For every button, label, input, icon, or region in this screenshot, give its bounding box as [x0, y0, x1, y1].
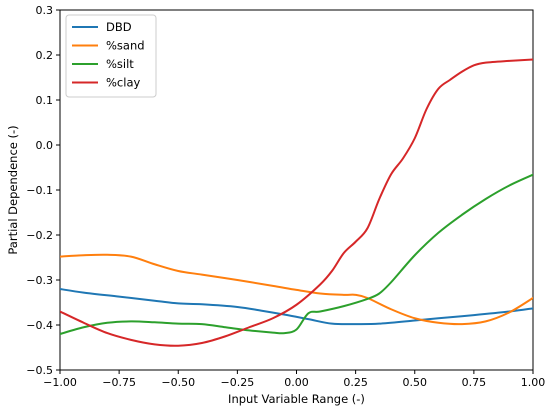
x-tick-label: −1.00 [43, 376, 77, 389]
y-tick-label: −0.3 [26, 274, 53, 287]
y-tick-label: 0.3 [36, 4, 54, 17]
x-tick-label: −0.50 [161, 376, 195, 389]
legend-label-silt: %silt [106, 57, 134, 71]
y-tick-label: −0.1 [26, 184, 53, 197]
y-tick-label: 0.1 [36, 94, 54, 107]
series-line-clay [60, 58, 533, 347]
series-line-silt [60, 173, 533, 335]
x-tick-label: −0.75 [102, 376, 136, 389]
x-tick-label: 0.75 [462, 376, 487, 389]
x-tick-label: −0.25 [221, 376, 255, 389]
y-tick-label: −0.4 [26, 319, 53, 332]
y-tick-label: 0.2 [36, 49, 54, 62]
series-line-sand [60, 253, 533, 326]
legend-box [65, 14, 157, 98]
y-axis-ticks: −0.5 −0.4 −0.3 −0.2 −0.1 0.0 0.1 0.2 0.3 [26, 4, 60, 377]
x-tick-label: 1.00 [521, 376, 546, 389]
series-lines [60, 58, 533, 347]
x-tick-label: 0.25 [343, 376, 368, 389]
legend-label-clay: %clay [106, 76, 140, 90]
y-tick-label: −0.2 [26, 229, 53, 242]
y-tick-label: 0.0 [36, 139, 54, 152]
legend-label-dbd: DBD [106, 20, 132, 34]
series-line-dbd [60, 288, 533, 326]
y-axis-label: Partial Dependence (-) [6, 125, 20, 254]
y-tick-label: −0.5 [26, 364, 53, 377]
x-axis-label: Input Variable Range (-) [228, 392, 365, 406]
x-tick-label: 0.50 [403, 376, 428, 389]
legend: DBD %sand %silt %clay [65, 14, 157, 98]
x-tick-label: 0.00 [284, 376, 309, 389]
legend-label-sand: %sand [106, 39, 145, 53]
x-axis-ticks: −1.00 −0.75 −0.50 −0.25 0.00 0.25 0.50 0.75 1.00 [43, 370, 545, 389]
